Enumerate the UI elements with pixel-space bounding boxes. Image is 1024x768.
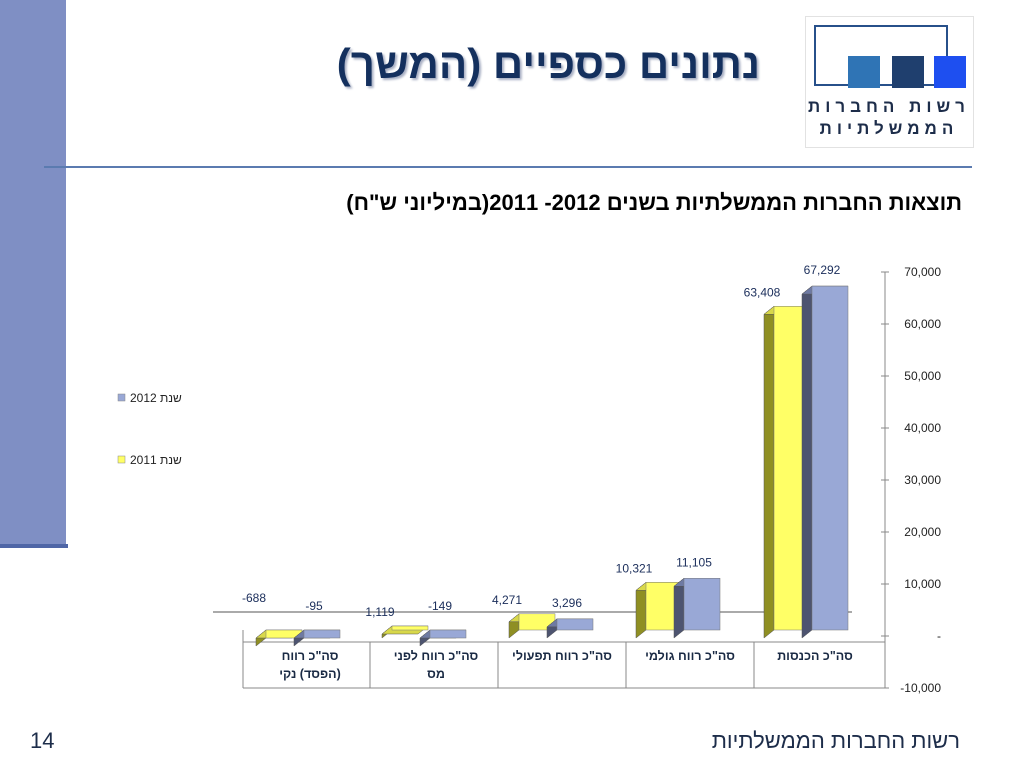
data-label-2011: -688 [242, 591, 266, 605]
y-tick-label: 50,000 [904, 369, 941, 383]
bar-2011 [391, 625, 429, 631]
category-label: (הפסד) נקי [279, 667, 340, 681]
logo-text-line1: רשות החברות [808, 97, 970, 116]
bar-2011-side [763, 305, 775, 639]
left-band-edge [0, 544, 68, 548]
logo-text-line2: הממשלתיות [819, 119, 959, 138]
bar-2012-side [801, 285, 813, 639]
y-tick-label: 60,000 [904, 317, 941, 331]
category-label: סה"כ הכנסות [777, 649, 853, 663]
y-tick-label: 30,000 [904, 473, 941, 487]
category-label: סה"כ רווח תפעולי [512, 649, 612, 663]
data-label-2011: 1,119 [365, 605, 394, 619]
bar-2012 [429, 629, 467, 639]
bar-2012 [683, 578, 721, 631]
page-number: 14 [30, 728, 55, 753]
legend-swatch [117, 455, 126, 464]
bar-2012 [811, 285, 849, 631]
data-label-2012: -95 [305, 599, 323, 613]
category-label: סה"כ רווח לפני [394, 649, 479, 663]
bar-2011-side [635, 581, 647, 639]
data-label-2011: 63,408 [744, 285, 781, 299]
y-tick-label: 10,000 [904, 577, 941, 591]
legend-label: שנת 2012 [130, 391, 182, 405]
data-label-2012: 3,296 [552, 596, 582, 610]
data-label-2012: -149 [428, 599, 452, 613]
data-label-2012: 11,105 [676, 555, 712, 569]
bar-2012 [556, 618, 594, 631]
left-decorative-band [0, 0, 66, 546]
y-tick-label: -10,000 [900, 681, 941, 695]
y-tick-label: 20,000 [904, 525, 941, 539]
bar-2012 [303, 629, 341, 639]
bar-2012-side [673, 577, 685, 639]
category-label: סה"כ רווח גולמי [645, 649, 735, 663]
data-label-2011: 10,321 [616, 561, 653, 575]
data-label-2012: 67,292 [804, 263, 841, 277]
footer-org-name: רשות החברות הממשלתיות [711, 728, 960, 753]
title-divider [44, 166, 972, 168]
y-tick-label: - [937, 629, 941, 643]
data-label-2011: 4,271 [492, 593, 522, 607]
legend-swatch [117, 393, 126, 402]
legend-label: שנת 2011 [130, 453, 182, 467]
category-label: מס [427, 667, 445, 681]
logo: רשות החברות הממשלתיות [805, 16, 974, 148]
logo-square-dark [892, 56, 924, 88]
logo-square-light [848, 56, 880, 88]
logo-frame [814, 25, 948, 86]
chart-subtitle: תוצאות החברות הממשלתיות בשנים 2012- 2011… [346, 190, 962, 215]
y-tick-label: 40,000 [904, 421, 941, 435]
logo-square-bright [934, 56, 966, 88]
category-label: סה"כ רווח [282, 649, 339, 663]
slide-title: נתונים כספיים (המשך) [336, 40, 760, 87]
y-tick-label: 70,000 [904, 265, 941, 279]
